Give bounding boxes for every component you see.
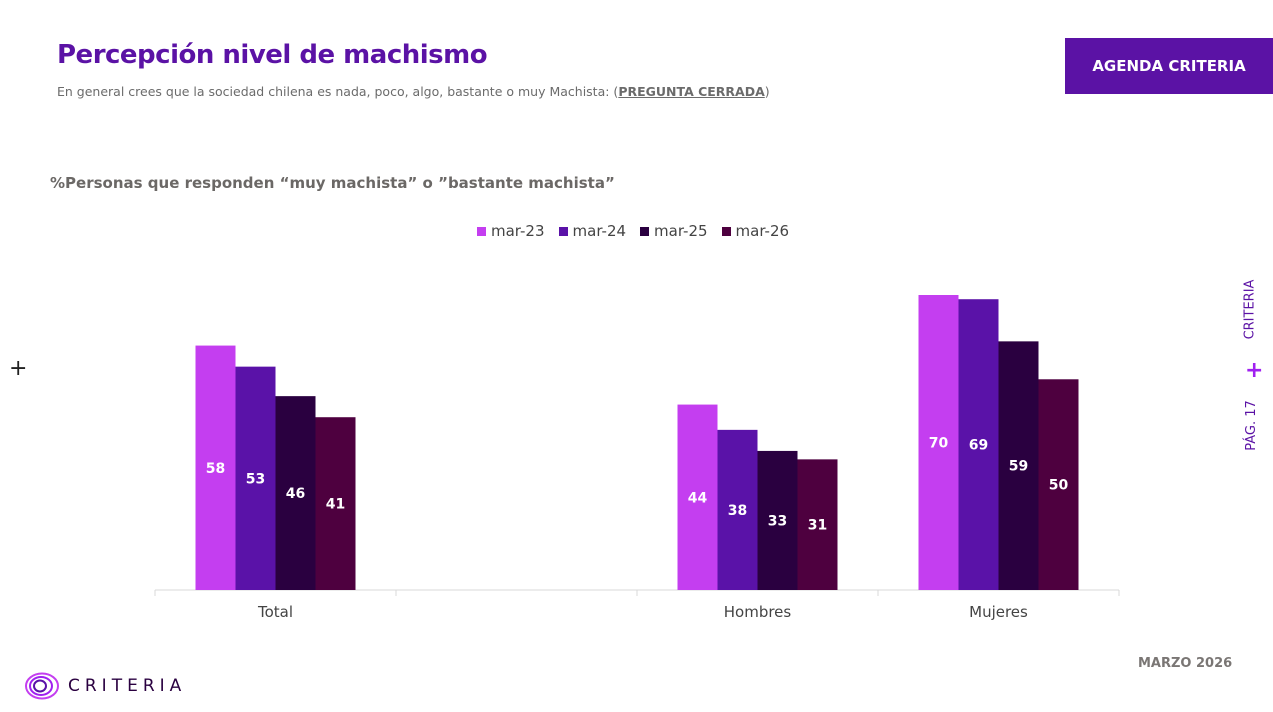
bar	[918, 295, 959, 590]
data-label: 58	[206, 461, 225, 477]
data-label: 59	[1009, 459, 1028, 475]
legend-item: mar-26	[721, 222, 790, 240]
logo-text: CRITERIA	[68, 676, 187, 696]
side-label: CRITERIA + PÁG. 17	[1238, 270, 1268, 460]
bar	[757, 450, 798, 590]
chart-title: %Personas que responden “muy machista” o…	[50, 174, 615, 192]
data-label: 41	[326, 497, 345, 513]
report-date: MARZO 2026	[1138, 656, 1233, 671]
subtitle-link: PREGUNTA CERRADA	[618, 84, 765, 99]
bar	[797, 459, 838, 590]
data-label: 31	[808, 518, 827, 534]
bar	[315, 417, 356, 590]
plus-icon: +	[9, 356, 28, 381]
data-label: 53	[246, 471, 265, 487]
criteria-logo: CRITERIA	[24, 672, 186, 700]
legend-label: mar-24	[572, 222, 627, 240]
bar	[1038, 379, 1079, 590]
legend-item: mar-25	[640, 222, 708, 240]
page-title: Percepción nivel de machismo	[57, 40, 488, 70]
data-label: 70	[929, 436, 949, 452]
data-label: 33	[768, 513, 787, 529]
legend-label: mar-23	[491, 222, 545, 240]
data-label: 69	[969, 438, 988, 454]
data-label: 50	[1049, 478, 1069, 494]
legend-label: mar-25	[654, 222, 708, 240]
legend-item: mar-24	[558, 222, 627, 240]
legend-swatch	[558, 226, 568, 236]
bar	[235, 366, 276, 590]
legend-item: mar-23	[477, 222, 545, 240]
bar	[677, 404, 718, 590]
bar	[958, 299, 999, 590]
bar	[275, 396, 316, 590]
x-tick-label: Mujeres	[969, 603, 1028, 621]
chart-legend: mar-23 mar-24 mar-25 mar-26	[477, 222, 789, 240]
bar	[195, 345, 236, 590]
logo-rings-icon	[25, 672, 59, 700]
x-tick-label: Total	[257, 603, 293, 621]
legend-swatch	[477, 226, 486, 236]
data-label: 46	[286, 486, 305, 502]
agenda-criteria-badge: AGENDA CRITERIA	[1065, 38, 1273, 94]
plus-icon: +	[1245, 358, 1264, 383]
subtitle-text: En general crees que la sociedad chilena…	[57, 84, 619, 99]
subtitle-end: )	[764, 84, 770, 99]
x-tick-label: Hombres	[724, 603, 792, 621]
bar	[717, 429, 758, 590]
data-label: 44	[688, 490, 708, 506]
legend-label: mar-26	[735, 222, 790, 240]
legend-swatch	[640, 226, 650, 236]
data-label: 38	[728, 503, 747, 519]
page-subtitle: En general crees que la sociedad chilena…	[57, 84, 770, 99]
bar	[998, 341, 1039, 590]
legend-swatch	[721, 226, 731, 236]
